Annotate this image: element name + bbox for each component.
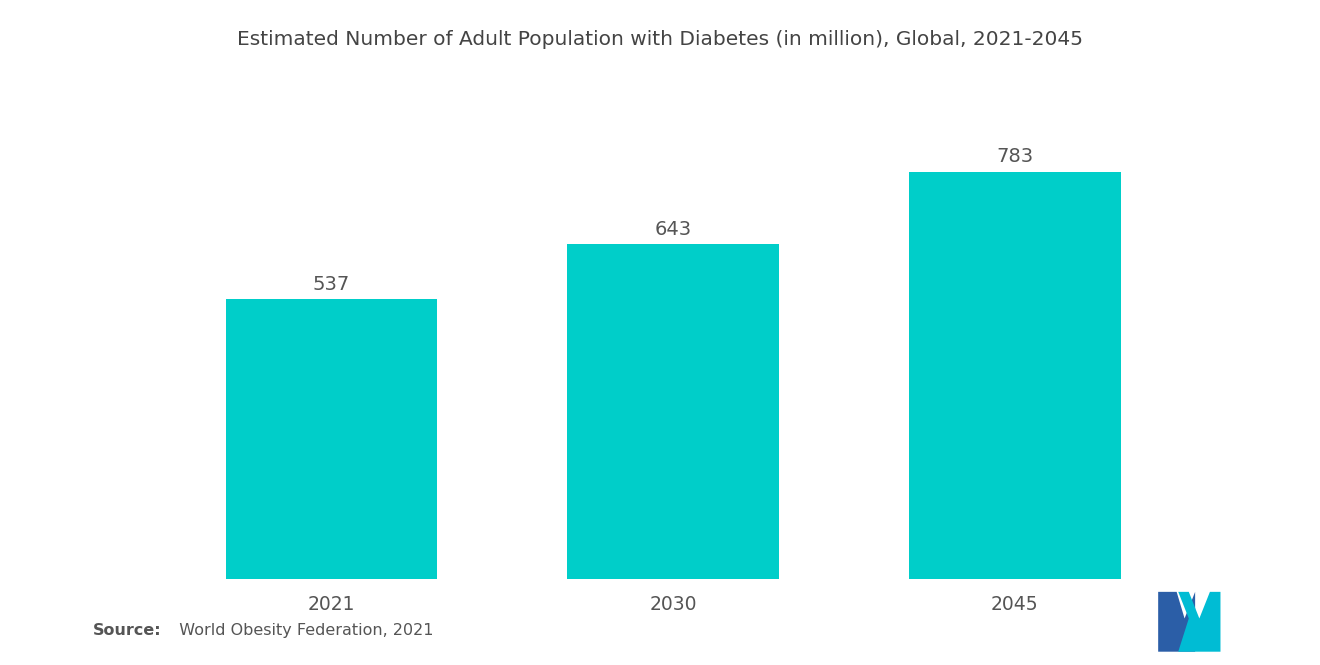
Polygon shape [1158,592,1195,652]
Bar [568,244,779,579]
Text: 537: 537 [313,275,350,294]
Bar [909,172,1121,579]
Bar [226,299,437,579]
Text: World Obesity Federation, 2021: World Obesity Federation, 2021 [169,623,433,638]
Text: 783: 783 [997,148,1034,166]
Polygon shape [1179,592,1221,652]
Text: Source:: Source: [92,623,161,638]
Text: 643: 643 [655,220,692,239]
Text: Estimated Number of Adult Population with Diabetes (in million), Global, 2021-20: Estimated Number of Adult Population wit… [238,30,1082,49]
